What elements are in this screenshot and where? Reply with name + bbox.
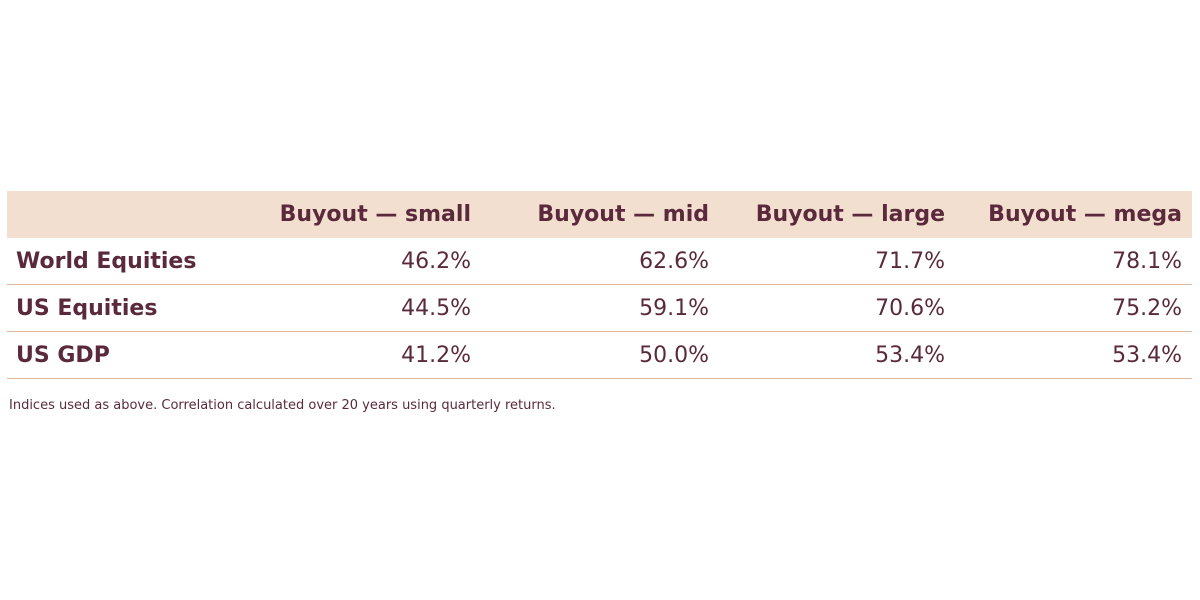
table-row-world-equities: World Equities 46.2% 62.6% 71.7% 78.1% xyxy=(7,238,1192,285)
row-label: US GDP xyxy=(16,342,110,368)
table-cell: 59.1% xyxy=(639,295,709,321)
column-header-buyout-small: Buyout — small xyxy=(279,202,471,227)
table-cell: 41.2% xyxy=(401,342,471,368)
table-cell: 46.2% xyxy=(401,248,471,274)
table-cell: 53.4% xyxy=(1112,342,1182,368)
table-cell: 50.0% xyxy=(639,342,709,368)
table-row-us-gdp: US GDP 41.2% 50.0% 53.4% 53.4% xyxy=(7,332,1192,379)
table-cell: 71.7% xyxy=(875,248,945,274)
table-cell: 44.5% xyxy=(401,295,471,321)
header-corner-cell xyxy=(7,191,234,238)
row-label: World Equities xyxy=(16,248,197,274)
table-cell: 70.6% xyxy=(875,295,945,321)
row-label: US Equities xyxy=(16,295,158,321)
correlation-table-container: Buyout — small Buyout — mid Buyout — lar… xyxy=(7,191,1192,379)
table-cell: 75.2% xyxy=(1112,295,1182,321)
table-cell: 62.6% xyxy=(639,248,709,274)
table-cell: 53.4% xyxy=(875,342,945,368)
table-row-us-equities: US Equities 44.5% 59.1% 70.6% 75.2% xyxy=(7,285,1192,332)
column-header-buyout-mid: Buyout — mid xyxy=(537,202,709,227)
table-header-row: Buyout — small Buyout — mid Buyout — lar… xyxy=(7,191,1192,238)
column-header-buyout-large: Buyout — large xyxy=(755,202,945,227)
table-footnote: Indices used as above. Correlation calcu… xyxy=(9,398,556,413)
table-cell: 78.1% xyxy=(1112,248,1182,274)
column-header-buyout-mega: Buyout — mega xyxy=(988,202,1182,227)
correlation-table: Buyout — small Buyout — mid Buyout — lar… xyxy=(7,191,1192,379)
